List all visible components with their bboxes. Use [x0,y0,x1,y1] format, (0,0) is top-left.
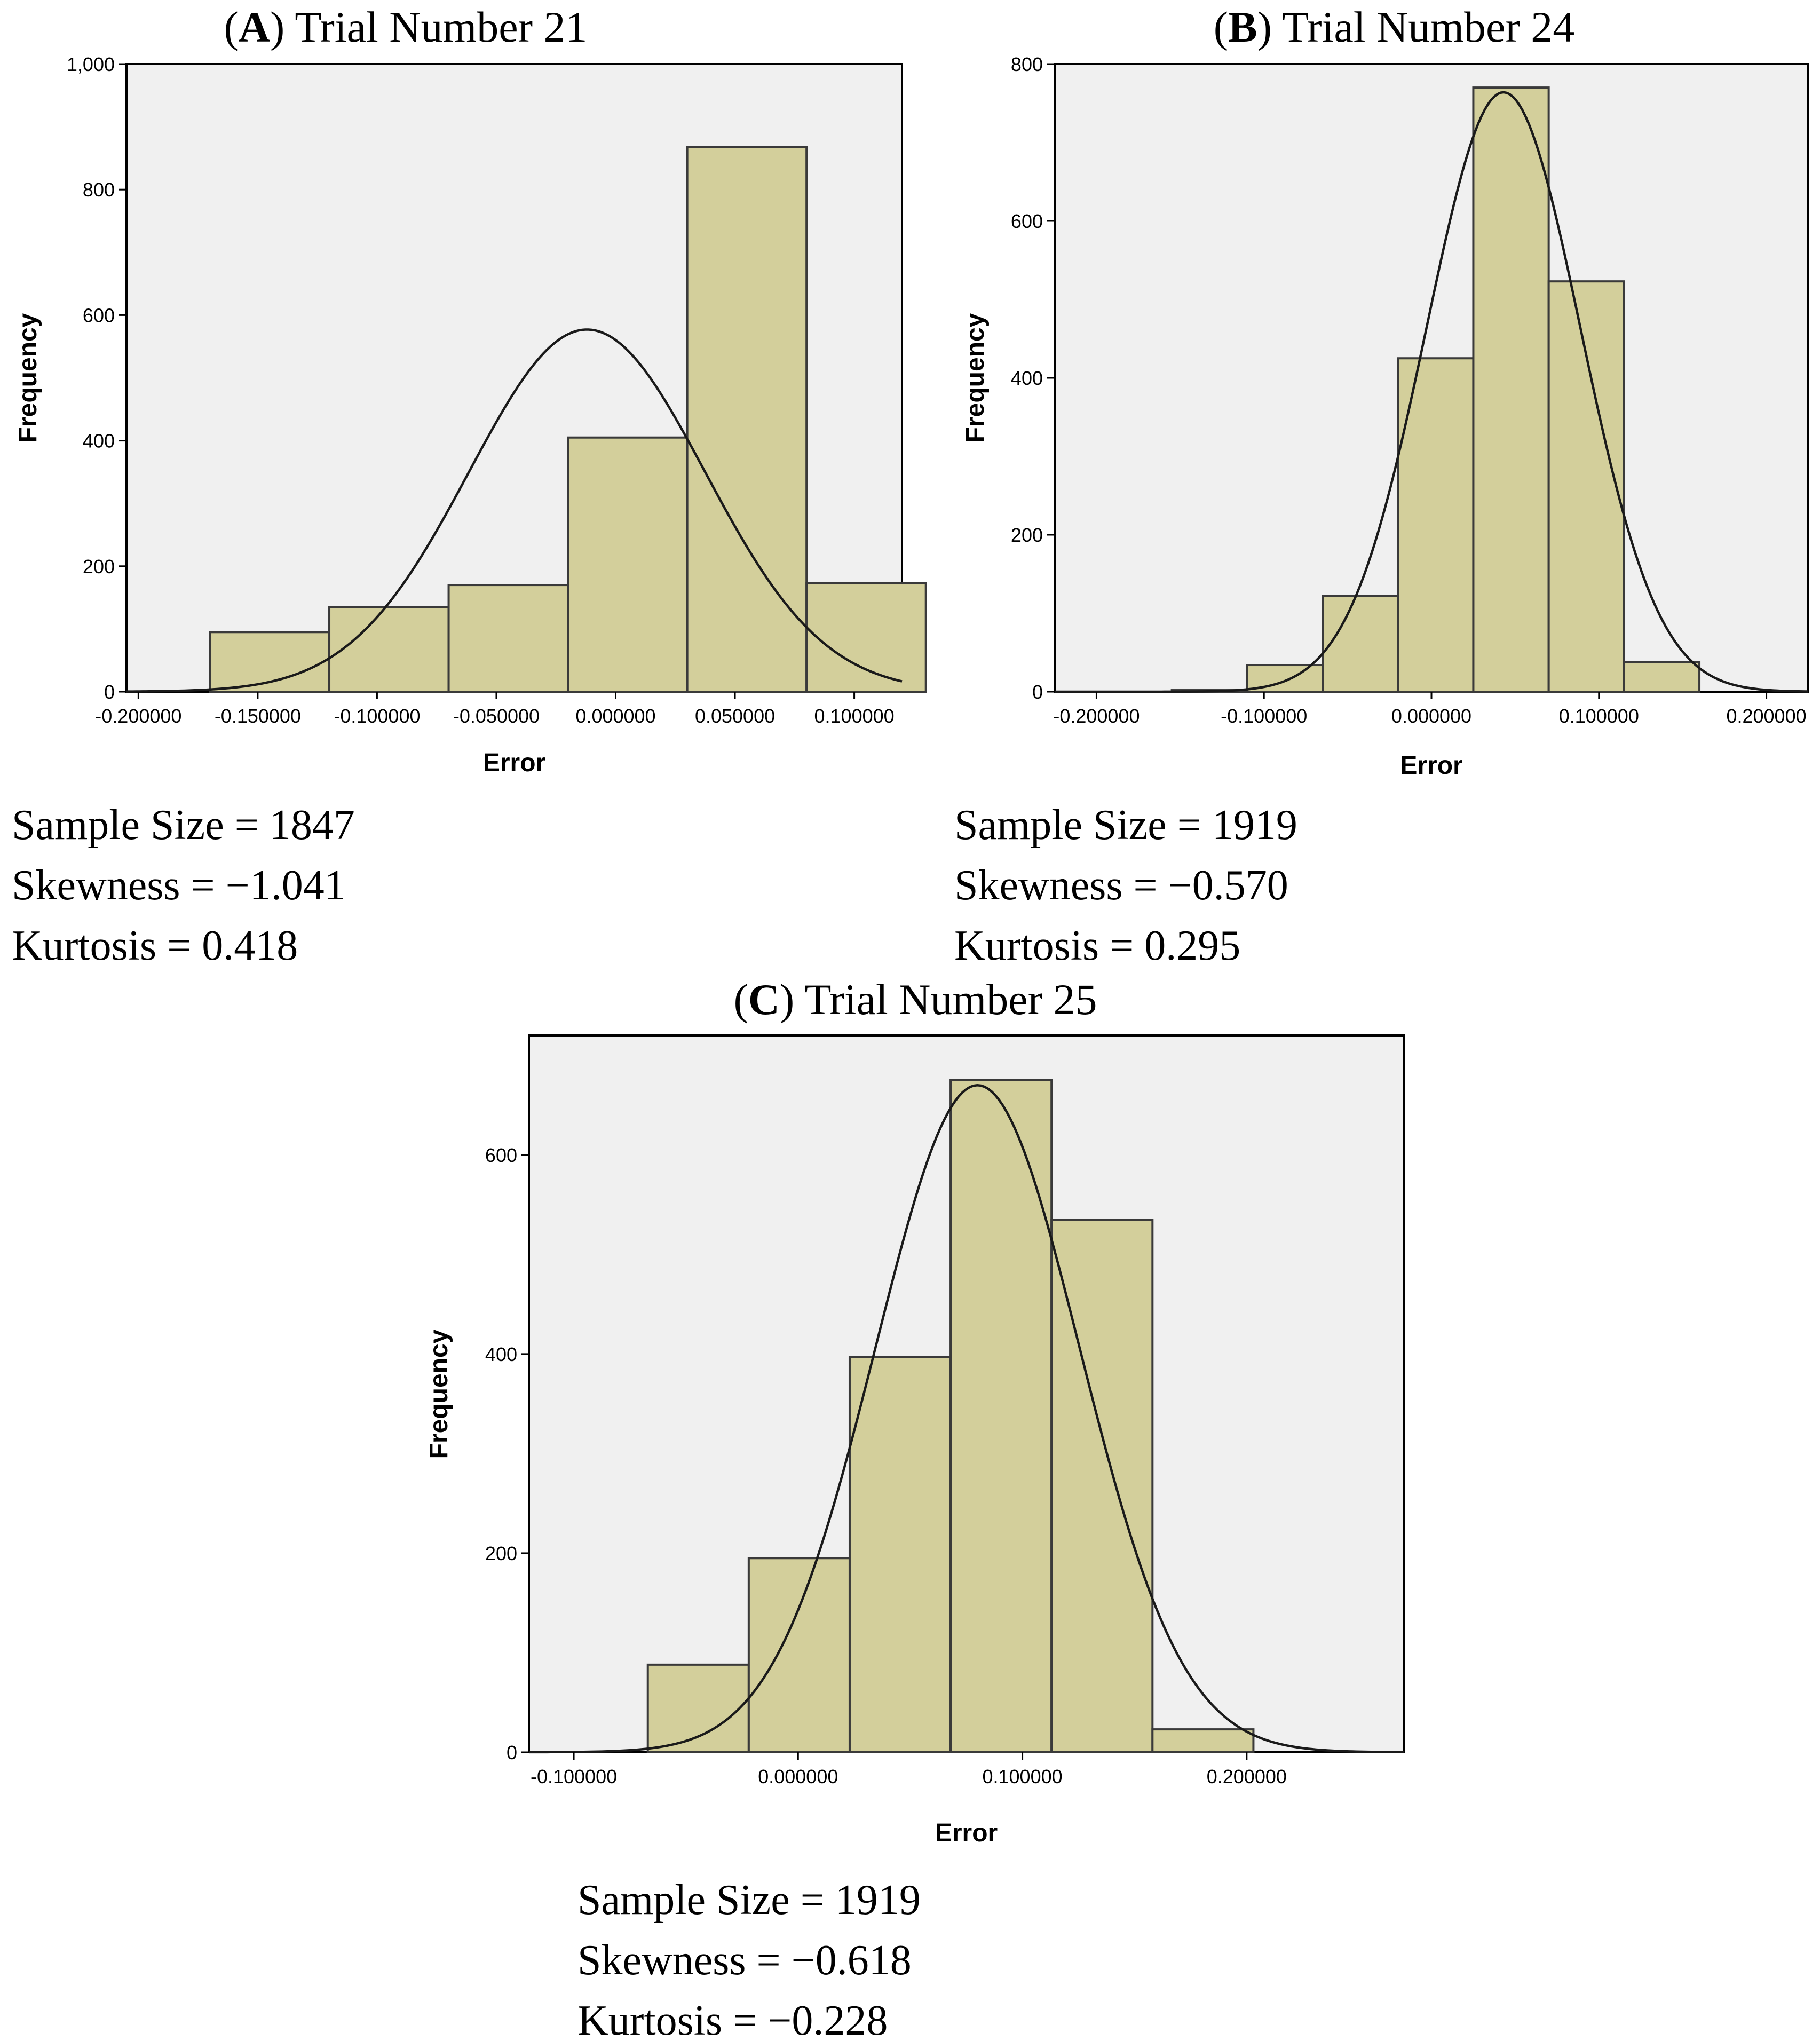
panel-a-title: (A) Trial Number 21 [224,3,587,51]
panel-b-kurtosis: Kurtosis = 0.295 [954,922,1240,969]
histogram-bar [1547,280,1625,693]
panel-b-y-ticks: 0 200 400 600 800 [1011,53,1055,703]
panel-a: (A) Trial Number 21 -0.200000 -0.150000 -0… [12,3,927,969]
y-tick-label: 600 [485,1144,517,1166]
histogram-bar [1623,661,1701,693]
panel-a-y-axis-label: Frequency [14,313,42,442]
x-tick-label: -0.050000 [453,705,540,727]
y-tick-label: 800 [1011,53,1043,75]
histogram-bar [747,1557,851,1753]
panel-c-sample-size: Sample Size = 1919 [577,1877,921,1924]
panel-c-kurtosis: Kurtosis = −0.228 [577,1997,888,2041]
panel-b-sample-size: Sample Size = 1919 [954,802,1297,849]
panel-c-bars [646,1079,1255,1754]
panel-c-skewness: Skewness = −0.618 [577,1937,912,1984]
panel-c-y-axis-label: Frequency [425,1329,453,1459]
panel-c-y-ticks: 0 200 400 600 [485,1144,529,1763]
y-tick-label: 200 [83,556,115,578]
histogram-bar [1050,1219,1154,1753]
panel-b: (B) Trial Number 24 -0.200000 -0.100000 0.… [954,3,1809,969]
x-tick-label: -0.200000 [1053,705,1140,727]
x-tick-label: -0.100000 [531,1766,617,1787]
y-tick-label: 400 [1011,367,1043,389]
y-tick-label: 400 [485,1343,517,1365]
panel-a-skewness: Skewness = −1.041 [12,862,346,909]
x-tick-label: 0.100000 [982,1766,1062,1787]
panel-c-normal-curve [528,1084,1404,1754]
panel-c: (C) Trial Number 25 -0.100000 0.000000 0.1… [425,975,1405,2041]
panel-a-x-axis-label: Error [483,749,545,777]
y-tick-label: 200 [485,1542,517,1564]
y-tick-label: 800 [83,179,115,201]
x-tick-label: 0.100000 [814,705,895,727]
x-tick-label: 0.000000 [758,1766,838,1787]
histogram-bar [1322,595,1399,693]
histogram-bar [646,1663,750,1753]
x-tick-label: -0.100000 [1221,705,1307,727]
histogram-bar [686,146,808,693]
histogram-bar [1472,86,1550,693]
panel-b-x-axis-label: Error [1400,751,1462,780]
histogram-bar [1397,357,1475,693]
panel-a-bars [209,146,927,693]
panel-b-skewness: Skewness = −0.570 [954,862,1288,909]
y-tick-label: 1,000 [67,53,115,75]
x-tick-label: -0.150000 [215,705,301,727]
histogram-bar [1151,1728,1255,1754]
x-tick-label: 0.100000 [1559,705,1639,727]
histogram-bar [949,1079,1053,1753]
panel-c-x-ticks: -0.100000 0.000000 0.100000 0.200000 [531,1752,1287,1787]
x-tick-label: 0.050000 [695,705,775,727]
histogram-bar [328,606,450,693]
x-tick-label: 0.000000 [1391,705,1471,727]
panel-a-sample-size: Sample Size = 1847 [12,802,355,849]
y-tick-label: 0 [104,681,115,703]
panel-c-title: (C) Trial Number 25 [733,975,1097,1024]
panel-a-x-ticks: -0.200000 -0.150000 -0.100000 -0.050000 0.00… [95,692,895,727]
y-tick-label: 0 [507,1742,517,1763]
y-tick-label: 600 [83,304,115,326]
x-tick-label: -0.200000 [95,705,181,727]
panel-b-title: (B) Trial Number 24 [1214,3,1575,51]
x-tick-label: -0.100000 [334,705,420,727]
panel-a-normal-curve [126,328,903,693]
y-tick-label: 200 [1011,524,1043,546]
panel-b-bars [1170,86,1701,693]
y-tick-label: 400 [83,430,115,452]
histogram-bar [848,1356,952,1753]
panel-b-x-ticks: -0.200000 -0.100000 0.000000 0.100000 0.2000… [1053,692,1807,727]
x-tick-label: 0.200000 [1207,1766,1287,1787]
x-tick-label: 0.200000 [1726,705,1806,727]
histogram-bar [447,584,569,693]
histogram-bar [567,436,689,693]
panel-b-y-axis-label: Frequency [961,313,990,442]
panel-b-normal-curve [1055,91,1809,693]
panel-a-y-ticks: 0 200 400 600 800 1,000 [67,53,126,703]
y-tick-label: 600 [1011,210,1043,232]
histogram-bar [805,582,927,693]
y-tick-label: 0 [1032,681,1043,703]
x-tick-label: 0.000000 [575,705,655,727]
panel-c-x-axis-label: Error [935,1819,998,1847]
panel-a-kurtosis: Kurtosis = 0.418 [12,922,298,969]
